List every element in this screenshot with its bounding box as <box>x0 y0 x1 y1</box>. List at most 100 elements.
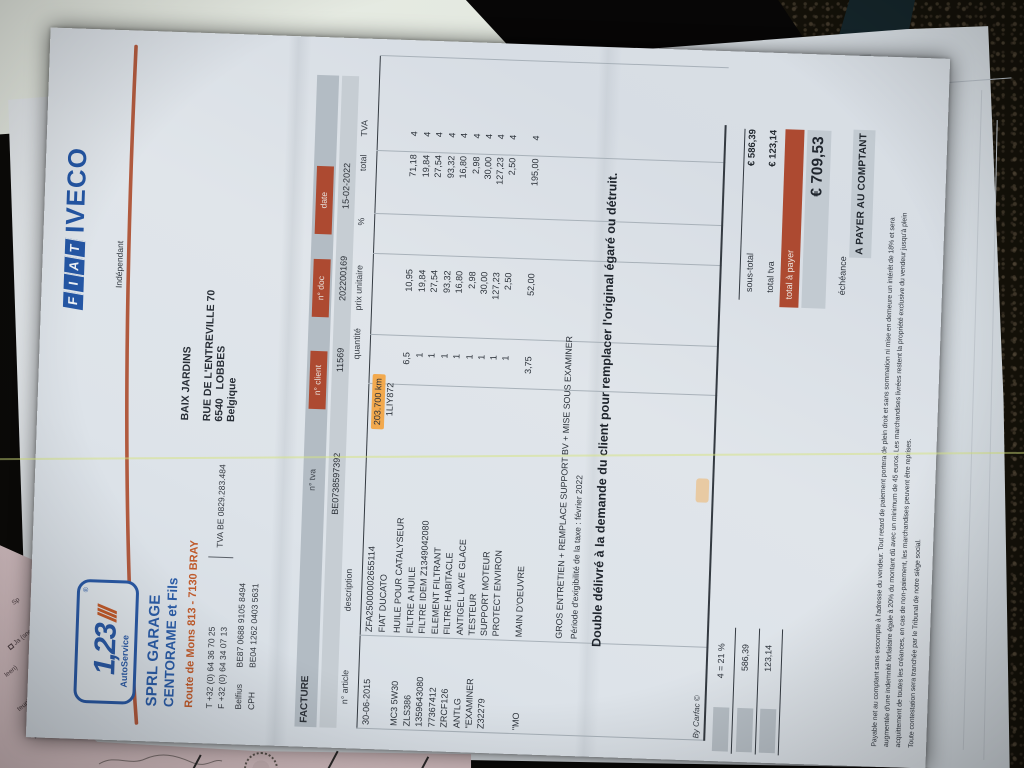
cell-tva: 4 <box>483 133 494 140</box>
cell-article: 77367412 <box>425 687 438 728</box>
date-value: 15-02-2022 <box>340 162 352 210</box>
col-header-unit: prix unitaire <box>352 264 365 311</box>
cell-total: 127,23 <box>494 157 506 185</box>
col-header-qty: quantité <box>351 327 363 360</box>
cell-total: 71,18 <box>407 154 419 177</box>
cell-unit-price: 19,84 <box>416 269 427 293</box>
registered-mark-icon: ® <box>82 586 91 593</box>
cell-total: 2,50 <box>506 157 518 176</box>
total-tva-value: € 123,14 <box>767 129 780 167</box>
customer-block: BAIX JARDINS RUE DE L'ENTREVILLE 70 6540… <box>179 289 242 423</box>
highlighter-tail <box>695 478 710 503</box>
cell-tva: 4 <box>459 132 470 139</box>
cell-total: 93,32 <box>445 155 456 179</box>
cell-quantity: 1 <box>451 353 462 360</box>
cell-unit-price: 93,32 <box>441 270 452 294</box>
cell-total: 27,54 <box>432 154 444 178</box>
cell-unit-price: 52,00 <box>525 273 537 297</box>
logo-123-autoservice: 1,23 /// AutoService ® <box>73 578 140 705</box>
logo-slashes-icon: /// <box>91 608 122 622</box>
handwriting-squiggle <box>98 754 223 765</box>
client-number-value: 11569 <box>334 347 346 373</box>
company-name-2: CENTORAME et Fils <box>161 577 181 708</box>
fiat-letter: T <box>64 238 85 258</box>
bank-line-1: Belfius BE87 0688 9105 8494 <box>233 583 247 710</box>
cell-article: ZLS386 <box>400 694 413 727</box>
date-label: date <box>314 165 334 235</box>
cell-quantity: 3,75 <box>522 356 534 375</box>
col-header-tva: TVA <box>359 119 370 137</box>
invoice-document: 1,23 /// AutoService ® SPRL GARAGE CENTO… <box>25 27 951 768</box>
recap-value: 586,39 <box>739 643 751 672</box>
cell-article: 30-06-2015 <box>360 678 373 726</box>
cell-tva: 4 <box>409 131 420 137</box>
cell-total: 30,00 <box>482 156 493 180</box>
cell-tva: 4 <box>531 135 542 141</box>
recap-value: 4 = 21 % <box>715 643 727 679</box>
logo-service-label: AutoService <box>118 634 131 688</box>
cell-article: MC3 5W30 <box>388 680 401 727</box>
phone-line: T +32 (0) 64 36 70 25 <box>203 626 217 709</box>
total-tva-label: total tva <box>764 261 776 293</box>
tva-number-value: BE0738597392 <box>329 452 342 515</box>
cell-tva: 4 <box>434 131 445 138</box>
col-header-total: total <box>357 154 369 172</box>
cell-unit-price: 127,23 <box>490 272 502 300</box>
recap-line <box>777 629 784 756</box>
cell-quantity: 1 <box>500 355 511 361</box>
cell-quantity: 1 <box>463 354 475 360</box>
subtotal-label: sous-total <box>743 252 756 293</box>
cell-tva: 4 <box>508 134 519 140</box>
facture-title: FACTURE <box>298 675 312 723</box>
cell-tva <box>394 108 395 138</box>
recap-label-cell <box>758 708 777 754</box>
company-address: Route de Mons 813 - 7130 BRAY <box>183 539 201 708</box>
vat-recap-row: 123,14 <box>757 629 784 756</box>
company-vat: TVA BE 0829.283.484 <box>214 464 228 548</box>
cell-article: ZRCF126 <box>438 688 450 728</box>
cell-tva <box>381 107 382 137</box>
cell-total: 2,98 <box>470 156 481 175</box>
bank-line-2: CPH BE04 1262 0403 5631 <box>246 583 260 710</box>
cell-tva: 4 <box>496 134 507 140</box>
total-due-band: € 709,53 <box>801 129 832 309</box>
cell-tva: 4 <box>446 132 457 138</box>
cell-total: 19,84 <box>420 154 431 178</box>
cell-tva: 4 <box>471 133 482 139</box>
doc-number-label: n° doc <box>311 258 331 318</box>
payment-terms-band: A PAYER AU COMPTANT <box>849 129 876 259</box>
cell-quantity: 1 <box>488 354 499 361</box>
doc-number-value: 202200169 <box>336 255 349 302</box>
col-header-description: description <box>342 568 354 612</box>
customer-name: BAIX JARDINS <box>179 346 194 421</box>
due-date-label: échéance <box>836 256 849 296</box>
cell-total: 16,80 <box>457 155 469 179</box>
fiat-letter: A <box>63 255 85 276</box>
cell-tva: 4 <box>421 131 432 137</box>
client-number-label: n° client <box>308 350 328 410</box>
bank-label: Belfius <box>232 683 244 710</box>
cell-unit-price: 2,98 <box>466 271 477 290</box>
total-due-value: € 709,53 <box>808 136 828 197</box>
cell-article: ANTLG <box>450 697 463 729</box>
cell-unit-price: 2,50 <box>502 272 514 291</box>
bank-iban: BE04 1262 0403 5631 <box>247 583 261 669</box>
divider <box>208 556 234 559</box>
cell-quantity: 1 <box>413 352 425 358</box>
cell-quantity: 1 <box>475 354 487 360</box>
iveco-logo: IVECO <box>59 146 93 234</box>
recap-label-cell <box>711 707 730 752</box>
cell-quantity: 1 <box>426 352 437 359</box>
vat-recap-row: 586,39 <box>733 628 760 755</box>
fiat-letter: F <box>62 290 83 311</box>
license-plate: 1LIY872 <box>383 382 395 417</box>
bank-iban: BE87 0688 9105 8494 <box>234 582 248 668</box>
byline: By Carfac © <box>691 695 702 739</box>
cell-quantity: 1 <box>438 353 450 359</box>
tva-number-label: n° tva <box>306 468 318 491</box>
vat-recap-row: 4 = 21 % <box>710 627 737 754</box>
recap-value: 123,14 <box>762 644 774 673</box>
